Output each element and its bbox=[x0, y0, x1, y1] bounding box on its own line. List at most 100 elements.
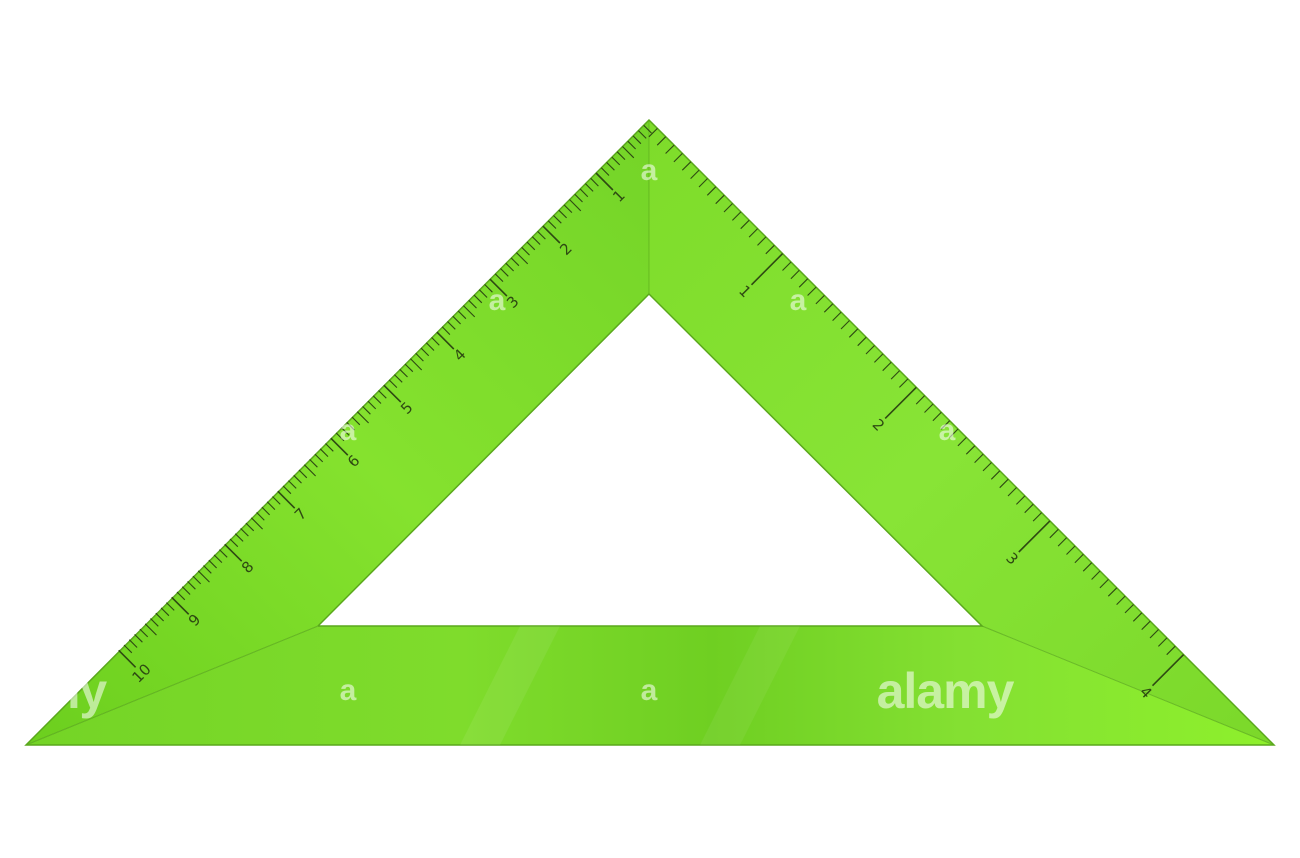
minor-tick bbox=[468, 299, 477, 309]
minor-tick bbox=[1049, 528, 1059, 539]
major-tick bbox=[884, 386, 917, 419]
minor-tick bbox=[643, 124, 652, 134]
minor-tick bbox=[840, 320, 850, 330]
outer-edge bbox=[24, 118, 1276, 746]
minor-tick bbox=[410, 358, 423, 371]
minor-tick bbox=[715, 194, 725, 205]
watermark-mark: a bbox=[790, 284, 807, 317]
bevel-line bbox=[25, 625, 319, 746]
minor-tick bbox=[123, 644, 133, 654]
watermark-mark: a bbox=[939, 414, 956, 447]
major-tick bbox=[224, 543, 243, 562]
minor-tick bbox=[399, 368, 408, 378]
minor-tick bbox=[579, 188, 589, 198]
minor-tick bbox=[673, 153, 683, 163]
minor-tick bbox=[362, 406, 371, 415]
minor-tick bbox=[957, 437, 967, 447]
minor-tick bbox=[882, 361, 892, 372]
minor-tick bbox=[656, 136, 667, 146]
minor-tick bbox=[848, 328, 859, 338]
minor-tick bbox=[484, 284, 493, 293]
major-tick bbox=[118, 649, 137, 668]
minor-tick bbox=[790, 269, 800, 280]
minor-tick bbox=[272, 496, 281, 505]
minor-tick bbox=[1099, 579, 1109, 589]
minor-tick bbox=[335, 432, 345, 442]
major-tick bbox=[330, 437, 349, 456]
minor-tick bbox=[341, 427, 350, 436]
minor-tick bbox=[1124, 604, 1134, 614]
minor-tick bbox=[346, 421, 355, 431]
minor-tick bbox=[505, 262, 514, 272]
minor-tick bbox=[388, 379, 398, 388]
minor-tick bbox=[765, 244, 775, 255]
minor-tick bbox=[832, 311, 842, 321]
minor-tick bbox=[181, 586, 191, 595]
set-square bbox=[24, 118, 1276, 746]
major-tick bbox=[542, 225, 561, 244]
minor-tick bbox=[590, 177, 599, 187]
minor-tick bbox=[473, 294, 483, 304]
minor-tick bbox=[740, 219, 750, 230]
minor-tick bbox=[293, 474, 302, 484]
sheen bbox=[700, 626, 800, 745]
minor-tick bbox=[1082, 562, 1093, 572]
minor-tick bbox=[160, 607, 170, 617]
minor-tick bbox=[932, 411, 942, 422]
minor-tick bbox=[463, 305, 476, 318]
minor-tick bbox=[266, 501, 276, 510]
minor-tick bbox=[606, 162, 615, 171]
watermark-mark: a bbox=[641, 154, 658, 187]
watermark-mark: a bbox=[340, 674, 357, 707]
minor-tick bbox=[500, 268, 509, 277]
minor-tick bbox=[547, 220, 557, 229]
minor-tick bbox=[134, 634, 143, 643]
minor-tick bbox=[823, 303, 834, 313]
minor-tick bbox=[1166, 645, 1176, 656]
minor-tick bbox=[319, 448, 329, 457]
minor-tick bbox=[638, 130, 647, 139]
minor-tick bbox=[356, 411, 369, 424]
minor-tick bbox=[431, 337, 440, 346]
minor-tick bbox=[558, 209, 567, 219]
minor-tick bbox=[192, 575, 202, 585]
minor-tick bbox=[1107, 587, 1118, 597]
minor-tick bbox=[990, 470, 1001, 480]
minor-tick bbox=[213, 554, 223, 563]
minor-tick bbox=[367, 400, 377, 410]
minor-tick bbox=[706, 186, 717, 196]
minor-tick bbox=[1032, 512, 1042, 522]
watermark-mark: a bbox=[641, 674, 658, 707]
minor-tick bbox=[1132, 612, 1143, 622]
minor-tick bbox=[372, 395, 382, 404]
minor-tick bbox=[1091, 570, 1101, 580]
minor-tick bbox=[815, 295, 825, 305]
major-tick bbox=[436, 331, 455, 350]
major-tick bbox=[1018, 520, 1051, 553]
minor-tick bbox=[325, 443, 334, 452]
minor-tick bbox=[585, 183, 594, 192]
minor-tick bbox=[1007, 487, 1017, 497]
minor-tick bbox=[155, 612, 164, 622]
minor-tick bbox=[537, 231, 546, 240]
minor-tick bbox=[245, 522, 255, 532]
minor-tick bbox=[425, 342, 435, 351]
minor-tick bbox=[250, 517, 263, 530]
minor-tick bbox=[857, 336, 867, 347]
minor-tick bbox=[748, 228, 758, 238]
minor-tick bbox=[627, 140, 636, 150]
minor-tick bbox=[478, 289, 488, 298]
minor-tick bbox=[404, 363, 414, 373]
minor-tick bbox=[234, 533, 244, 542]
minor-tick bbox=[298, 469, 308, 479]
bevel-line bbox=[981, 625, 1275, 746]
minor-tick bbox=[1149, 629, 1159, 639]
minor-tick bbox=[139, 628, 149, 638]
minor-tick bbox=[1016, 495, 1026, 505]
minor-tick bbox=[415, 352, 424, 362]
minor-tick bbox=[303, 464, 316, 477]
minor-tick bbox=[874, 353, 884, 363]
minor-tick bbox=[924, 403, 934, 413]
minor-tick bbox=[187, 581, 196, 590]
